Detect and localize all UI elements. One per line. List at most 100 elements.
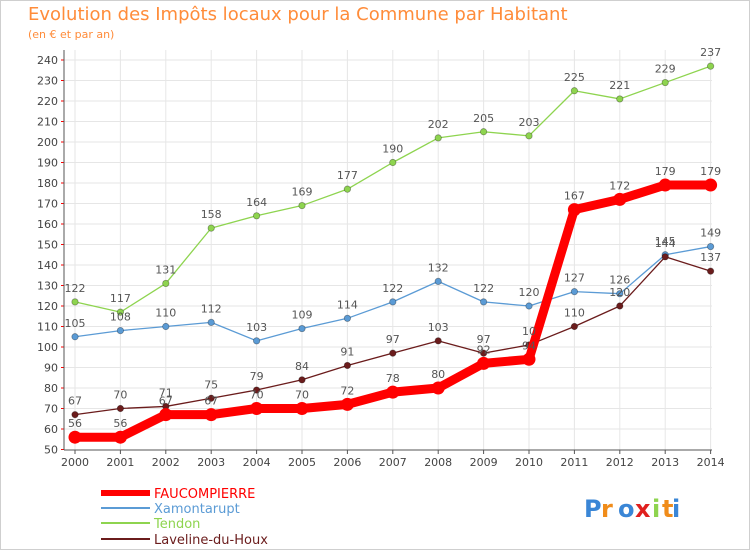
data-label-0: 80	[431, 368, 445, 381]
y-tick-label: 80	[44, 382, 58, 395]
series-point-1	[71, 333, 79, 341]
data-label-3: 79	[250, 370, 264, 383]
series-point-3	[298, 376, 306, 384]
data-label-3: 67	[68, 395, 82, 408]
series-point-2	[389, 158, 397, 167]
series-point-3	[661, 253, 669, 261]
data-label-3: 120	[609, 286, 630, 299]
data-label-0: 92	[477, 343, 491, 356]
y-tick-label: 70	[44, 403, 58, 416]
series-point-1	[479, 298, 488, 306]
chart-subtitle: (en € et par an)	[28, 28, 115, 41]
y-tick-label: 60	[44, 423, 58, 436]
legend-label: FAUCOMPIERRE	[154, 487, 255, 502]
y-tick-label: 130	[37, 280, 58, 293]
series-point-2	[207, 224, 215, 232]
logo-letter: i	[652, 495, 660, 523]
series-point-0	[477, 356, 491, 370]
data-label-2: 158	[201, 208, 222, 221]
data-label-0: 172	[609, 179, 630, 192]
series-point-3	[116, 404, 125, 413]
series-point-0	[113, 430, 127, 444]
series-layer	[68, 62, 718, 444]
x-tick-label: 2002	[152, 456, 180, 469]
y-tick-label: 220	[37, 95, 58, 108]
data-label-0: 70	[250, 389, 264, 402]
series-point-0	[522, 352, 536, 366]
series-point-0	[250, 402, 264, 415]
series-point-1	[116, 326, 125, 335]
x-tick-label: 2003	[197, 456, 225, 469]
chart-title: Evolution des Impôts locaux pour la Comm…	[28, 4, 568, 25]
data-label-0: 72	[340, 384, 354, 397]
legend-label: Xamontarupt	[154, 502, 240, 517]
series-point-2	[570, 87, 579, 95]
x-tick-label: 2010	[515, 456, 543, 469]
data-label-1: 122	[473, 282, 494, 295]
data-label-1: 127	[564, 272, 585, 285]
data-label-2: 205	[473, 112, 494, 125]
series-point-2	[298, 201, 306, 210]
x-tick-label: 2012	[606, 456, 634, 469]
data-label-2: 131	[155, 263, 176, 276]
x-tick-label: 2009	[470, 456, 498, 469]
x-tick-label: 2000	[61, 456, 89, 469]
data-label-3: 10	[522, 325, 536, 338]
series-point-1	[616, 290, 624, 298]
series-point-1	[525, 302, 533, 310]
data-label-1: 105	[65, 317, 86, 330]
data-label-2: 225	[564, 71, 585, 84]
data-label-0: 56	[113, 417, 127, 430]
y-tick-label: 120	[37, 300, 58, 313]
legend: FAUCOMPIERREXamontaruptTendonLaveline-du…	[101, 487, 268, 548]
data-label-1: 149	[700, 227, 721, 240]
data-label-0: 179	[655, 165, 676, 178]
series-point-3	[343, 361, 351, 370]
y-tick-label: 240	[37, 54, 58, 67]
data-label-1: 110	[155, 307, 176, 320]
data-label-1: 132	[428, 261, 449, 274]
y-tick-label: 50	[44, 444, 58, 457]
data-label-3: 144	[655, 237, 676, 250]
x-tick-label: 2001	[106, 456, 134, 469]
data-label-1: 103	[246, 321, 267, 334]
y-tick-label: 210	[37, 116, 58, 129]
x-tick-label: 2013	[651, 456, 679, 469]
data-label-1: 145	[655, 235, 676, 248]
series-point-0	[295, 402, 309, 415]
data-label-2: 203	[519, 116, 540, 129]
logo-letter: t	[662, 495, 673, 523]
logo-letter: P	[584, 495, 602, 523]
series-point-3	[71, 411, 79, 419]
series-point-0	[386, 385, 400, 399]
series-point-2	[616, 95, 624, 103]
axes: 50 60 70 80 90 100 110 120 130 140 150 160 170 180 190…	[37, 50, 725, 469]
data-label-2: 190	[382, 143, 403, 156]
data-label-1: 122	[382, 282, 403, 295]
data-label-3: 84	[295, 360, 309, 373]
y-tick-label: 110	[37, 321, 58, 334]
x-tick-label: 2014	[697, 456, 725, 469]
data-label-1: 109	[292, 309, 313, 322]
series-point-1	[298, 324, 306, 333]
x-tick-label: 2006	[333, 456, 361, 469]
data-label-2: 202	[428, 118, 449, 131]
data-label-2: 169	[292, 186, 313, 199]
series-point-2	[661, 78, 669, 87]
logo-letter: i	[672, 495, 680, 523]
data-label-1: 112	[201, 302, 222, 315]
data-label-3: 70	[113, 389, 127, 402]
series-point-2	[525, 132, 533, 140]
logo-letter: x	[635, 495, 651, 523]
y-tick-label: 150	[37, 239, 58, 252]
series-point-3	[253, 386, 261, 394]
series-point-1	[389, 298, 397, 306]
data-label-0: 56	[68, 417, 82, 430]
data-label-0: 78	[386, 372, 400, 385]
y-tick-label: 140	[37, 259, 58, 272]
data-label-2: 117	[110, 292, 131, 305]
data-label-2: 237	[700, 46, 721, 59]
data-label-3: 110	[564, 307, 585, 320]
grid	[64, 50, 712, 450]
